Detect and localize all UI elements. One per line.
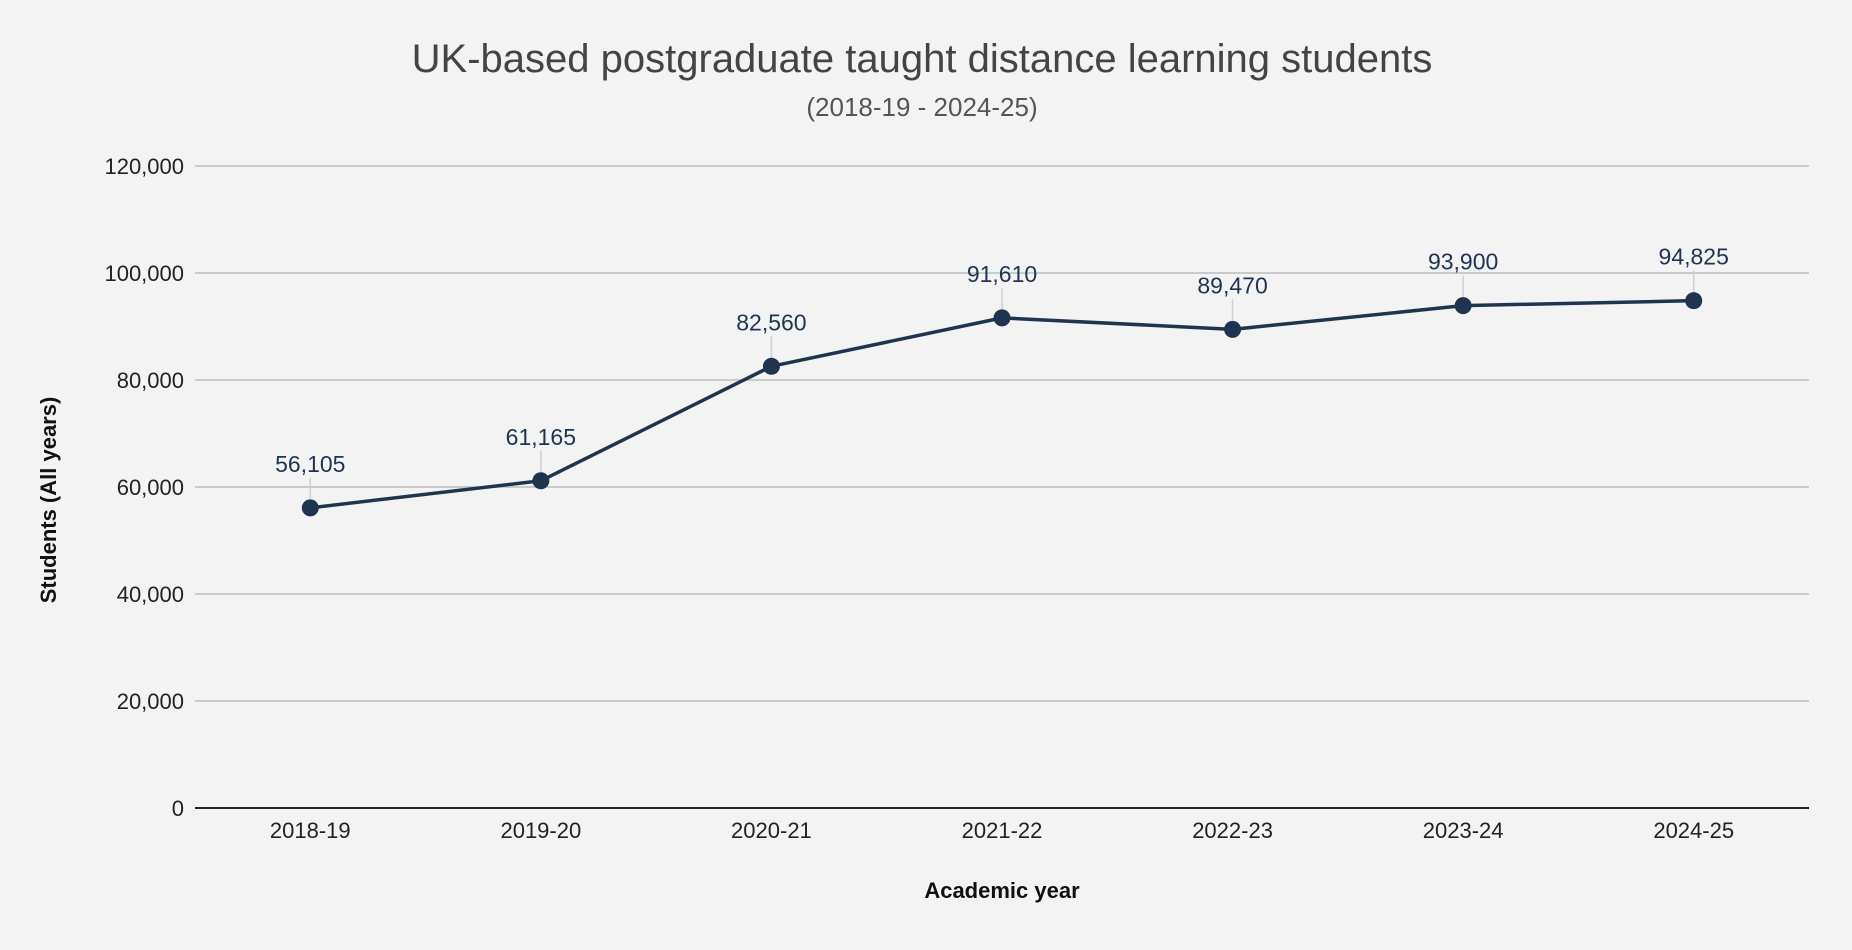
data-point-2019-20 bbox=[532, 472, 550, 490]
y-tick-label: 120,000 bbox=[104, 154, 184, 179]
data-label: 91,610 bbox=[967, 261, 1037, 287]
data-label: 93,900 bbox=[1428, 249, 1498, 275]
data-point-2022-23 bbox=[1224, 320, 1242, 338]
series-students: 56,105 61,165 82,560 91,610 89,470 93,900 94,8… bbox=[275, 244, 1729, 517]
data-point-2021-22 bbox=[993, 309, 1011, 327]
gridlines bbox=[195, 165, 1809, 702]
y-tick-label: 20,000 bbox=[117, 689, 184, 714]
x-tick-label: 2022-23 bbox=[1192, 818, 1273, 843]
data-point-2023-24 bbox=[1454, 297, 1472, 315]
y-tick-label: 80,000 bbox=[117, 368, 184, 393]
data-point-2024-25 bbox=[1685, 292, 1703, 310]
x-tick-label: 2018-19 bbox=[270, 818, 351, 843]
data-point-2020-21 bbox=[762, 357, 780, 375]
x-axis-title: Academic year bbox=[924, 878, 1080, 903]
data-label: 56,105 bbox=[275, 451, 345, 477]
data-label: 94,825 bbox=[1659, 244, 1729, 270]
y-axis-title: Students (All years) bbox=[36, 397, 61, 604]
y-tick-label: 100,000 bbox=[104, 261, 184, 286]
x-axis-ticks: 2018-19 2019-20 2020-21 2021-22 2022-23 2023-… bbox=[270, 818, 1734, 843]
x-tick-label: 2021-22 bbox=[962, 818, 1043, 843]
chart-title: UK-based postgraduate taught distance le… bbox=[412, 37, 1433, 81]
y-tick-label: 60,000 bbox=[117, 475, 184, 500]
chart-subtitle: (2018-19 - 2024-25) bbox=[806, 92, 1037, 122]
series-line bbox=[310, 298, 1694, 510]
y-tick-label: 40,000 bbox=[117, 582, 184, 607]
data-label: 82,560 bbox=[736, 309, 806, 335]
data-label: 89,470 bbox=[1197, 272, 1267, 298]
data-point-2018-19 bbox=[301, 499, 319, 517]
x-tick-label: 2023-24 bbox=[1423, 818, 1504, 843]
y-axis-ticks: 0 20,000 40,000 60,000 80,000 100,000 120,000 bbox=[104, 154, 184, 821]
x-tick-label: 2024-25 bbox=[1653, 818, 1734, 843]
x-tick-label: 2019-20 bbox=[500, 818, 581, 843]
y-tick-label: 0 bbox=[172, 796, 184, 821]
x-tick-label: 2020-21 bbox=[731, 818, 812, 843]
data-label: 61,165 bbox=[506, 424, 576, 450]
